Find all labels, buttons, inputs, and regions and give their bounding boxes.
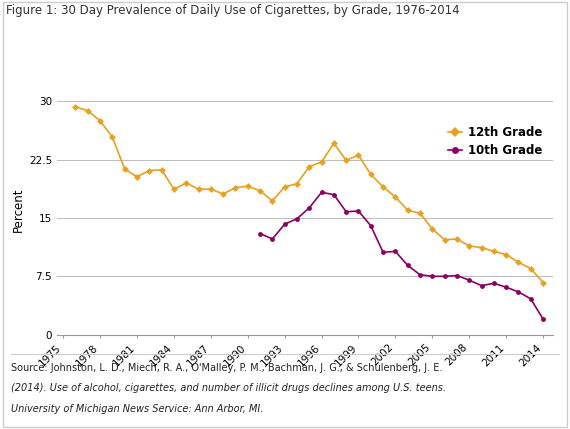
Text: University of Michigan News Service: Ann Arbor, MI.: University of Michigan News Service: Ann… bbox=[11, 404, 264, 414]
Legend: 12th Grade, 10th Grade: 12th Grade, 10th Grade bbox=[443, 121, 547, 162]
Text: (2014). Use of alcohol, cigarettes, and number of illicit drugs declines among U: (2014). Use of alcohol, cigarettes, and … bbox=[11, 383, 446, 393]
Text: Figure 1: 30 Day Prevalence of Daily Use of Cigarettes, by Grade, 1976-2014: Figure 1: 30 Day Prevalence of Daily Use… bbox=[6, 4, 459, 17]
Y-axis label: Percent: Percent bbox=[12, 188, 25, 233]
Text: Source: Johnston, L. D., Miech, R. A., O'Malley, P. M., Bachman, J. G., & Schule: Source: Johnston, L. D., Miech, R. A., O… bbox=[11, 363, 443, 372]
